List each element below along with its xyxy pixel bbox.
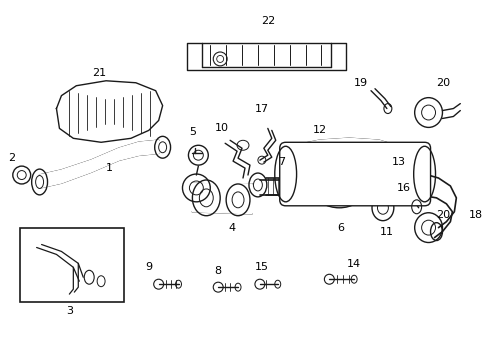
Text: 17: 17 xyxy=(254,104,268,113)
Text: 2: 2 xyxy=(8,153,15,163)
Text: 13: 13 xyxy=(391,157,405,167)
Text: 15: 15 xyxy=(254,262,268,272)
Text: 20: 20 xyxy=(435,210,449,220)
Text: 18: 18 xyxy=(468,210,482,220)
Text: 22: 22 xyxy=(260,16,274,26)
Text: 6: 6 xyxy=(337,222,344,233)
Polygon shape xyxy=(192,183,251,214)
Text: 3: 3 xyxy=(66,306,73,316)
Text: 5: 5 xyxy=(188,127,196,138)
Text: 21: 21 xyxy=(92,68,106,78)
Bar xyxy=(20,228,123,302)
FancyBboxPatch shape xyxy=(279,142,429,206)
Text: 19: 19 xyxy=(353,78,367,88)
Text: 20: 20 xyxy=(435,78,449,88)
Polygon shape xyxy=(294,138,408,202)
Text: 8: 8 xyxy=(214,266,222,276)
Text: 11: 11 xyxy=(379,226,393,237)
Text: 7: 7 xyxy=(278,157,285,167)
Text: 4: 4 xyxy=(228,222,235,233)
Text: 12: 12 xyxy=(312,125,326,135)
Polygon shape xyxy=(40,140,158,188)
Text: 14: 14 xyxy=(346,259,361,269)
Text: 10: 10 xyxy=(215,123,229,134)
Polygon shape xyxy=(56,81,163,142)
Ellipse shape xyxy=(315,176,362,208)
Text: 9: 9 xyxy=(145,262,152,272)
Text: 1: 1 xyxy=(105,163,112,173)
Text: 16: 16 xyxy=(396,183,410,193)
